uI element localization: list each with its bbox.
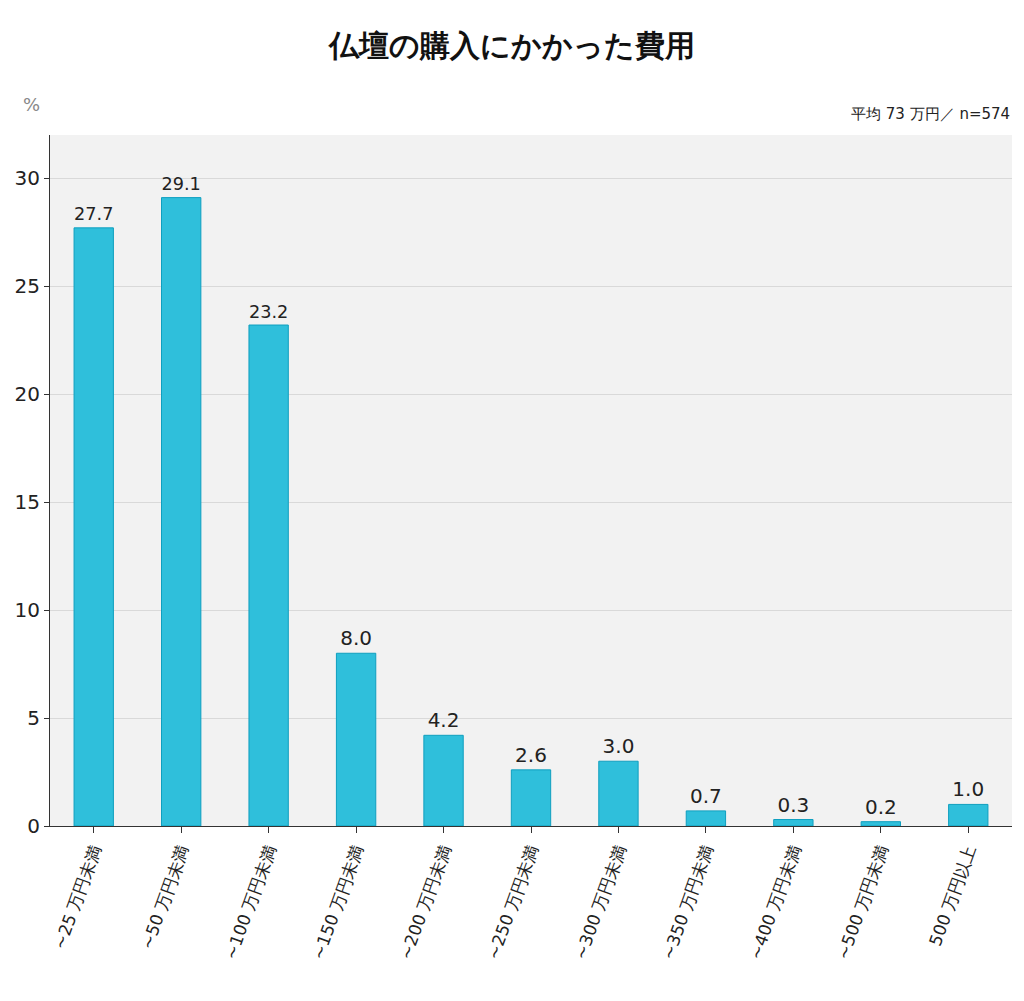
- svg-text:27.7: 27.7: [74, 204, 113, 224]
- svg-text:%: %: [23, 94, 40, 115]
- svg-text:29.1: 29.1: [162, 174, 201, 194]
- svg-text:~50 万円未満: ~50 万円未満: [137, 842, 193, 952]
- svg-text:4.2: 4.2: [428, 708, 460, 732]
- svg-text:30: 30: [15, 166, 40, 190]
- svg-text:20: 20: [15, 382, 40, 406]
- svg-text:~200 万円未満: ~200 万円未満: [395, 842, 455, 962]
- svg-text:500 万円以上: 500 万円以上: [925, 842, 980, 948]
- svg-text:~350 万円未満: ~350 万円未満: [658, 842, 718, 962]
- svg-text:2.6: 2.6: [515, 743, 547, 767]
- svg-text:15: 15: [15, 490, 40, 514]
- svg-text:8.0: 8.0: [340, 626, 372, 650]
- svg-text:~25 万円未満: ~25 万円未満: [49, 842, 105, 952]
- svg-text:0: 0: [27, 814, 40, 838]
- svg-text:~150 万円未満: ~150 万円未満: [308, 842, 368, 962]
- svg-text:~300 万円未満: ~300 万円未満: [570, 842, 630, 962]
- svg-text:仏壇の購入にかかった費用: 仏壇の購入にかかった費用: [327, 28, 695, 63]
- svg-text:0.2: 0.2: [865, 795, 897, 819]
- svg-text:平均 73 万円／ n=574: 平均 73 万円／ n=574: [851, 105, 1010, 123]
- svg-text:0.7: 0.7: [690, 784, 722, 808]
- svg-text:3.0: 3.0: [603, 734, 635, 758]
- svg-text:~400 万円未満: ~400 万円未満: [745, 842, 805, 962]
- svg-text:0.3: 0.3: [777, 793, 809, 817]
- svg-text:25: 25: [15, 274, 40, 298]
- svg-text:~250 万円未満: ~250 万円未満: [483, 842, 543, 962]
- svg-text:1.0: 1.0: [952, 777, 984, 801]
- svg-text:10: 10: [15, 598, 40, 622]
- svg-text:5: 5: [27, 706, 40, 730]
- svg-text:~500 万円未満: ~500 万円未満: [833, 842, 893, 962]
- svg-text:23.2: 23.2: [249, 302, 288, 322]
- svg-text:~100 万円未満: ~100 万円未満: [221, 842, 281, 962]
